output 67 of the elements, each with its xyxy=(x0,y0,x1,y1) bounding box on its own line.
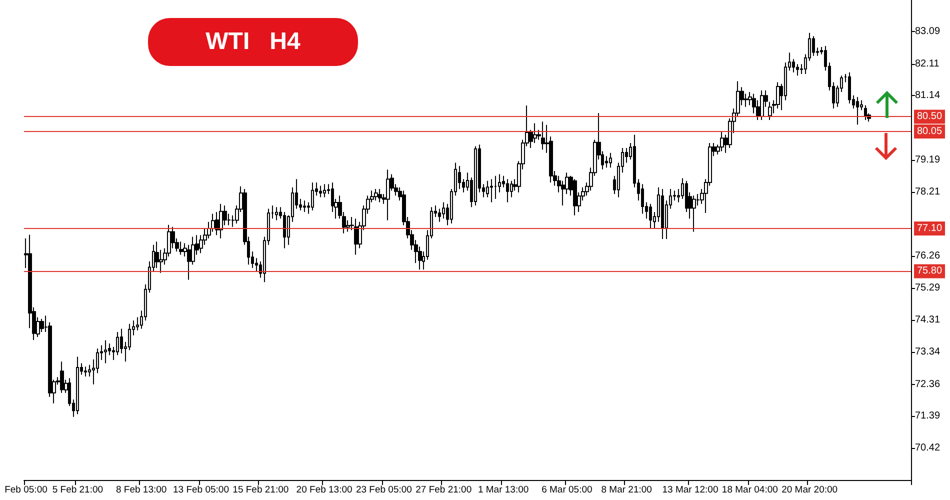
candlestick xyxy=(541,121,545,150)
candlestick xyxy=(856,96,859,126)
candlestick xyxy=(323,184,326,198)
candlestick xyxy=(573,178,577,216)
candlestick xyxy=(275,206,278,221)
x-tick-label: 13 Feb 05:00 xyxy=(173,484,229,496)
y-tick-label: 75.29 xyxy=(915,282,940,294)
x-tick-label: 27 Feb 21:00 xyxy=(416,484,472,496)
x-tick-label: 1 Mar 13:00 xyxy=(478,484,529,496)
candlestick xyxy=(76,356,79,415)
x-tick-label: 23 Feb 05:00 xyxy=(356,484,412,496)
x-tick-label: 20 Mar 20:00 xyxy=(782,484,838,496)
candlestick xyxy=(661,188,664,240)
title-badge: WTI H4 xyxy=(148,18,358,66)
y-tick-label: 81.14 xyxy=(915,90,940,102)
candlestick xyxy=(378,188,382,203)
y-tick-label: 79.19 xyxy=(915,154,940,166)
candlestick xyxy=(720,131,724,152)
candlestick xyxy=(609,152,612,168)
candlestick xyxy=(311,182,314,211)
candlestick xyxy=(768,101,772,120)
ref-line-label: 80.50 xyxy=(917,111,942,122)
candlestick xyxy=(494,175,497,200)
y-tick-label: 76.26 xyxy=(915,250,940,262)
x-tick-label: 18 Mar 04:00 xyxy=(722,484,778,496)
x-tick-label: 6 Mar 05:00 xyxy=(542,484,592,496)
candlestick xyxy=(219,203,223,239)
ref-line-label: 75.80 xyxy=(917,266,942,277)
y-tick-label: 73.34 xyxy=(915,346,940,358)
x-tick-label: 5 Feb 21:00 xyxy=(52,484,104,496)
candlestick xyxy=(40,318,44,333)
y-tick-label: 72.36 xyxy=(915,378,940,390)
candlestick xyxy=(510,180,513,198)
x-tick-label: 8 Feb 13:00 xyxy=(116,484,167,496)
candlestick xyxy=(374,188,378,202)
candlestick xyxy=(354,218,358,256)
candlestick xyxy=(474,146,477,206)
y-tick-label: 78.21 xyxy=(915,186,940,198)
candlestick xyxy=(60,361,64,394)
y-tick-label: 70.42 xyxy=(915,442,940,454)
candlestick xyxy=(179,241,183,256)
candlestick xyxy=(692,195,696,232)
candlestick xyxy=(533,122,537,144)
candlestick xyxy=(649,203,652,229)
ref-line-label: 80.05 xyxy=(917,126,942,138)
x-tick-label: Feb 05:00 xyxy=(4,484,48,496)
candlestick xyxy=(848,72,851,104)
x-tick-label: 8 Mar 21:00 xyxy=(601,484,652,496)
candlestick xyxy=(303,200,306,213)
ref-line-label: 77.10 xyxy=(917,222,942,234)
y-tick-label: 82.11 xyxy=(915,58,940,70)
x-tick-label: 15 Feb 21:00 xyxy=(232,484,289,496)
candlestick xyxy=(760,90,764,120)
candlestick xyxy=(116,332,119,356)
y-tick-label: 74.31 xyxy=(915,314,940,326)
x-tick-label: 20 Feb 13:00 xyxy=(296,484,352,496)
candlestick xyxy=(84,366,87,377)
candlestick xyxy=(486,180,489,198)
candlestick xyxy=(864,104,867,120)
x-tick-label: 13 Mar 12:00 xyxy=(662,484,718,496)
candlestick xyxy=(104,340,107,364)
candlestick xyxy=(506,178,509,203)
candlestick xyxy=(490,178,493,203)
candlestick xyxy=(319,185,322,198)
y-tick-label: 71.39 xyxy=(915,410,940,422)
candlestick xyxy=(386,169,390,221)
y-tick-label: 83.09 xyxy=(915,26,940,38)
